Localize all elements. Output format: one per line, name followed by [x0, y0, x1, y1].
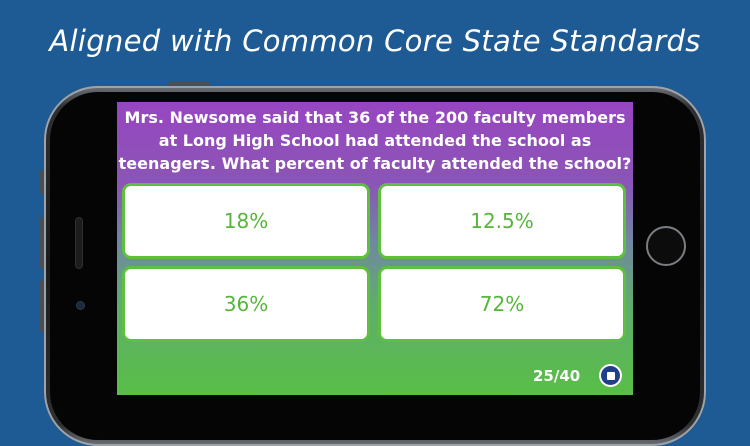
volume-up-button	[40, 217, 44, 269]
volume-down-button	[40, 280, 44, 332]
answer-button-2[interactable]: 12.5%	[381, 186, 623, 256]
camera-icon	[77, 302, 84, 309]
answer-button-3[interactable]: 36%	[125, 269, 367, 339]
question-line: teenagers. What percent of faculty atten…	[118, 154, 632, 173]
power-button	[168, 82, 210, 86]
answer-button-4[interactable]: 72%	[381, 269, 623, 339]
question-text: Mrs. Newsome said that 36 of the 200 fac…	[117, 106, 633, 175]
home-button[interactable]	[646, 226, 686, 266]
answer-button-1[interactable]: 18%	[125, 186, 367, 256]
question-line: Mrs. Newsome said that 36 of the 200 fac…	[124, 108, 626, 127]
progress-counter: 25/40	[533, 367, 581, 385]
headline: Aligned with Common Core State Standards	[49, 24, 701, 58]
quiz-screen: Mrs. Newsome said that 36 of the 200 fac…	[117, 102, 633, 395]
question-line: at Long High School had attended the sch…	[158, 131, 592, 150]
stop-button[interactable]	[599, 364, 622, 387]
stop-icon	[601, 366, 620, 385]
speaker-grille	[76, 218, 82, 268]
mute-switch	[40, 170, 44, 194]
